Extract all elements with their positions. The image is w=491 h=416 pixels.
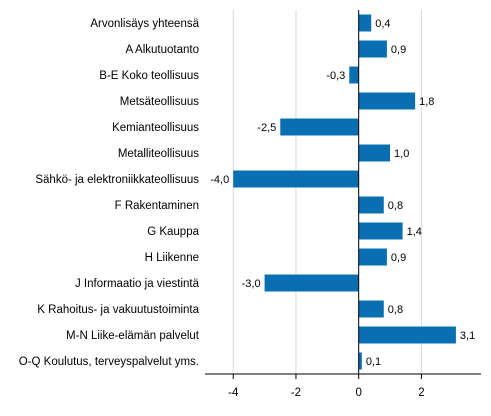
- value-label: 0,8: [388, 304, 403, 316]
- category-label: F Rakentaminen: [115, 200, 199, 212]
- value-label: -4,0: [210, 174, 229, 186]
- value-label: 1,4: [407, 226, 422, 238]
- category-label: B-E Koko teollisuus: [99, 70, 199, 82]
- x-tick-labels: -4 -2 0 2: [228, 387, 425, 399]
- value-label: 1,0: [394, 148, 409, 160]
- category-labels: Arvonlisäys yhteensä A Alkutuotanto B-E Ko…: [19, 18, 200, 368]
- value-label: 0,9: [391, 252, 406, 264]
- bar: [358, 352, 362, 370]
- bar: [349, 66, 359, 84]
- value-label: 0,4: [375, 18, 390, 30]
- category-label: O-Q Koulutus, terveyspalvelut yms.: [19, 356, 199, 368]
- bar: [264, 274, 359, 292]
- bar: [358, 14, 372, 32]
- gridlines: [232, 10, 422, 374]
- bar: [358, 300, 384, 318]
- value-label: 0,8: [388, 200, 403, 212]
- category-label: Metalliteollisuus: [118, 148, 199, 160]
- category-label: Arvonlisäys yhteensä: [90, 18, 199, 30]
- category-label: H Liikenne: [145, 252, 199, 264]
- bar: [358, 248, 387, 266]
- x-tick-label: 0: [355, 387, 361, 399]
- bar: [233, 170, 359, 188]
- value-label: 1,8: [419, 96, 434, 108]
- category-label: G Kauppa: [147, 226, 199, 238]
- bar: [358, 196, 384, 214]
- bar: [358, 40, 387, 58]
- category-label: Sähkö- ja elektroniikkateollisuus: [35, 174, 199, 186]
- category-label: Metsäteollisuus: [120, 96, 200, 108]
- value-label: 0,1: [366, 356, 381, 368]
- bar: [280, 118, 359, 136]
- axes: [205, 10, 481, 379]
- value-label: -0,3: [326, 70, 345, 82]
- bar: [358, 222, 403, 240]
- bar: [358, 92, 416, 110]
- value-label: -2,5: [257, 122, 276, 134]
- value-labels: 0,4 0,9 -0,3 1,8 -2,5 1,0 -4,0 0,8 1,4 0,9 -3,0 0,8…: [210, 18, 475, 368]
- value-label: -3,0: [242, 278, 261, 290]
- value-label: 3,1: [460, 330, 475, 342]
- value-label: 0,9: [391, 44, 406, 56]
- category-label: M-N Liike-elämän palvelut: [66, 330, 200, 342]
- category-label: J Informaatio ja viestintä: [75, 278, 200, 290]
- x-tick-label: 2: [418, 387, 424, 399]
- x-tick-label: -4: [228, 387, 239, 399]
- category-label: Kemianteollisuus: [112, 122, 199, 134]
- category-label: A Alkutuotanto: [125, 44, 199, 56]
- x-tick-label: -2: [291, 387, 301, 399]
- bar: [358, 326, 456, 344]
- bars: [233, 14, 456, 370]
- category-label: K Rahoitus- ja vakuutustoiminta: [37, 304, 199, 316]
- bar: [358, 144, 391, 162]
